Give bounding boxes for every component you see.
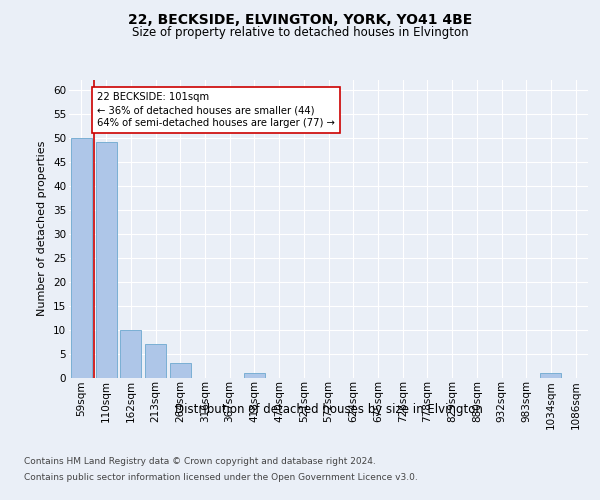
Bar xyxy=(71,138,92,378)
Text: Distribution of detached houses by size in Elvington: Distribution of detached houses by size … xyxy=(175,402,483,415)
Text: Contains public sector information licensed under the Open Government Licence v3: Contains public sector information licen… xyxy=(24,472,418,482)
Bar xyxy=(170,363,191,378)
Text: 22, BECKSIDE, ELVINGTON, YORK, YO41 4BE: 22, BECKSIDE, ELVINGTON, YORK, YO41 4BE xyxy=(128,12,472,26)
Y-axis label: Number of detached properties: Number of detached properties xyxy=(37,141,47,316)
Bar xyxy=(244,372,265,378)
Bar xyxy=(541,372,562,378)
Text: Contains HM Land Registry data © Crown copyright and database right 2024.: Contains HM Land Registry data © Crown c… xyxy=(24,458,376,466)
Bar xyxy=(95,142,116,378)
Bar xyxy=(145,344,166,378)
Text: Size of property relative to detached houses in Elvington: Size of property relative to detached ho… xyxy=(131,26,469,39)
Text: 22 BECKSIDE: 101sqm
← 36% of detached houses are smaller (44)
64% of semi-detach: 22 BECKSIDE: 101sqm ← 36% of detached ho… xyxy=(97,92,335,128)
Bar xyxy=(120,330,141,378)
